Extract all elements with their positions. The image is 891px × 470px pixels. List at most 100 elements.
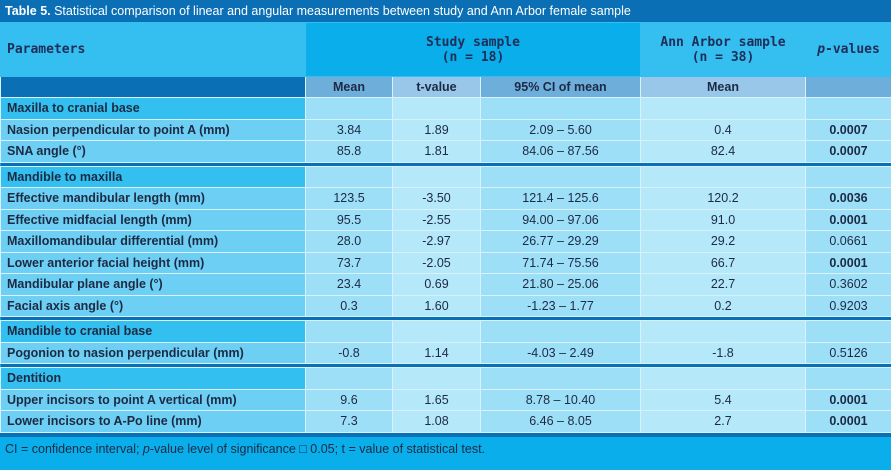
divider-cell [0, 162, 891, 166]
study-label: Study sample [426, 34, 520, 50]
parameter-name: Mandibular plane angle (°) [0, 273, 306, 296]
annarbor-mean: 29.2 [640, 230, 806, 253]
parameter-name: Lower incisors to A-Po line (mm) [0, 410, 306, 433]
study-mean: 0.3 [305, 294, 393, 317]
t-value: -2.55 [392, 208, 481, 231]
study-mean: 85.8 [305, 140, 393, 163]
empty-cell [640, 97, 806, 120]
t-value: -2.05 [392, 251, 481, 274]
header-study-sample: Study sample (n = 18) [305, 22, 641, 77]
t-value: 0.69 [392, 273, 481, 296]
section-row: Maxilla to cranial base [0, 97, 891, 120]
footnote-p: p [142, 441, 150, 456]
empty-cell [640, 320, 806, 343]
empty-cell [640, 165, 806, 188]
divider-cell [0, 316, 891, 321]
empty-cell [805, 165, 891, 188]
annarbor-label: Ann Arbor sample [660, 34, 786, 50]
study-mean: -0.8 [305, 341, 393, 364]
ci-of-mean: 84.06 – 87.56 [480, 140, 641, 163]
divider-cell [0, 363, 891, 368]
annarbor-mean: 91.0 [640, 208, 806, 231]
empty-cell [305, 367, 393, 390]
caption-text: Statistical comparison of linear and ang… [50, 4, 631, 18]
p-rest: -values [825, 42, 880, 57]
annarbor-n: (n = 38) [691, 49, 755, 65]
empty-cell [392, 165, 481, 188]
annarbor-mean: 22.7 [640, 273, 806, 296]
empty-cell [805, 97, 891, 120]
parameter-name: Effective mandibular length (mm) [0, 187, 306, 210]
ci-of-mean: 121.4 – 125.6 [480, 187, 641, 210]
subheader-ci: 95% CI of mean [480, 76, 641, 98]
parameter-name: Upper incisors to point A vertical (mm) [0, 388, 306, 411]
empty-cell [305, 320, 393, 343]
t-value: 1.81 [392, 140, 481, 163]
empty-cell [805, 367, 891, 390]
section-title: Mandible to maxilla [0, 165, 306, 188]
subheader-row: Mean t-value 95% CI of mean Mean [0, 76, 891, 98]
t-value: 1.14 [392, 341, 481, 364]
subheader-blank [0, 76, 306, 98]
p-value: 0.0001 [805, 410, 891, 433]
table-row: Mandibular plane angle (°) 23.4 0.69 21.80 … [0, 273, 891, 296]
table-row: Nasion perpendicular to point A (mm) 3.84… [0, 118, 891, 141]
t-value: 1.89 [392, 118, 481, 141]
header-row: Parameters Study sample (n = 18) Ann Arbo… [0, 22, 891, 77]
ci-of-mean: 71.74 – 75.56 [480, 251, 641, 274]
annarbor-mean: 2.7 [640, 410, 806, 433]
p-italic: p [817, 42, 826, 57]
parameter-name: SNA angle (°) [0, 140, 306, 163]
header-ann-arbor: Ann Arbor sample (n = 38) [640, 22, 806, 77]
t-value: 1.60 [392, 294, 481, 317]
parameter-name: Lower anterior facial height (mm) [0, 251, 306, 274]
empty-cell [392, 367, 481, 390]
annarbor-mean: 82.4 [640, 140, 806, 163]
section-title: Dentition [0, 367, 306, 390]
p-value: 0.0007 [805, 118, 891, 141]
p-value: 0.0036 [805, 187, 891, 210]
p-value: 0.5126 [805, 341, 891, 364]
study-mean: 123.5 [305, 187, 393, 210]
empty-cell [305, 97, 393, 120]
p-value: 0.0001 [805, 208, 891, 231]
section-title: Mandible to cranial base [0, 320, 306, 343]
table-row: Lower incisors to A-Po line (mm) 7.3 1.08 6… [0, 410, 891, 433]
section-title: Maxilla to cranial base [0, 97, 306, 120]
table-row: Maxillomandibular differential (mm) 28.0-… [0, 230, 891, 253]
subheader-blank-p [805, 76, 891, 98]
p-value: 0.9203 [805, 294, 891, 317]
ci-of-mean: -4.03 – 2.49 [480, 341, 641, 364]
study-n: (n = 18) [441, 49, 505, 65]
section-row: Mandible to maxilla [0, 165, 891, 188]
caption-label: Table 5. [5, 4, 51, 18]
study-mean: 73.7 [305, 251, 393, 274]
study-mean: 3.84 [305, 118, 393, 141]
empty-cell [480, 367, 641, 390]
ci-of-mean: 26.77 – 29.29 [480, 230, 641, 253]
section-divider [0, 316, 891, 321]
empty-cell [392, 97, 481, 120]
section-row: Dentition [0, 367, 891, 390]
annarbor-mean: 0.4 [640, 118, 806, 141]
footnote-b: -value level of significance □ 0.05; t =… [149, 441, 486, 456]
ci-of-mean: 8.78 – 10.40 [480, 388, 641, 411]
parameter-name: Facial axis angle (°) [0, 294, 306, 317]
t-value: -3.50 [392, 187, 481, 210]
empty-cell [305, 165, 393, 188]
parameter-name: Nasion perpendicular to point A (mm) [0, 118, 306, 141]
table-caption: Table 5. Statistical comparison of linea… [0, 0, 891, 22]
table-row: Pogonion to nasion perpendicular (mm) -0.… [0, 341, 891, 364]
ci-of-mean: -1.23 – 1.77 [480, 294, 641, 317]
comparison-table: Parameters Study sample (n = 18) Ann Arbo… [0, 22, 891, 433]
section-divider [0, 162, 891, 166]
study-mean: 7.3 [305, 410, 393, 433]
study-mean: 95.5 [305, 208, 393, 231]
empty-cell [640, 367, 806, 390]
t-value: -2.97 [392, 230, 481, 253]
table-row: Upper incisors to point A vertical (mm) 9… [0, 388, 891, 411]
p-value: 0.0001 [805, 251, 891, 274]
header-p-values: p-values [805, 22, 891, 77]
parameter-name: Effective midfacial length (mm) [0, 208, 306, 231]
section-row: Mandible to cranial base [0, 320, 891, 343]
